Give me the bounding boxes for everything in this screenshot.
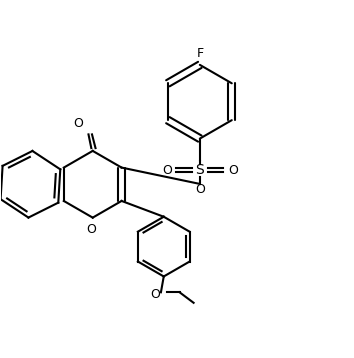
Text: O: O — [73, 117, 83, 130]
Text: O: O — [162, 164, 172, 177]
Text: O: O — [86, 223, 96, 236]
Text: S: S — [195, 163, 204, 177]
Text: O: O — [150, 287, 160, 300]
Text: O: O — [228, 164, 238, 177]
Text: O: O — [195, 183, 205, 196]
Text: F: F — [196, 47, 204, 60]
